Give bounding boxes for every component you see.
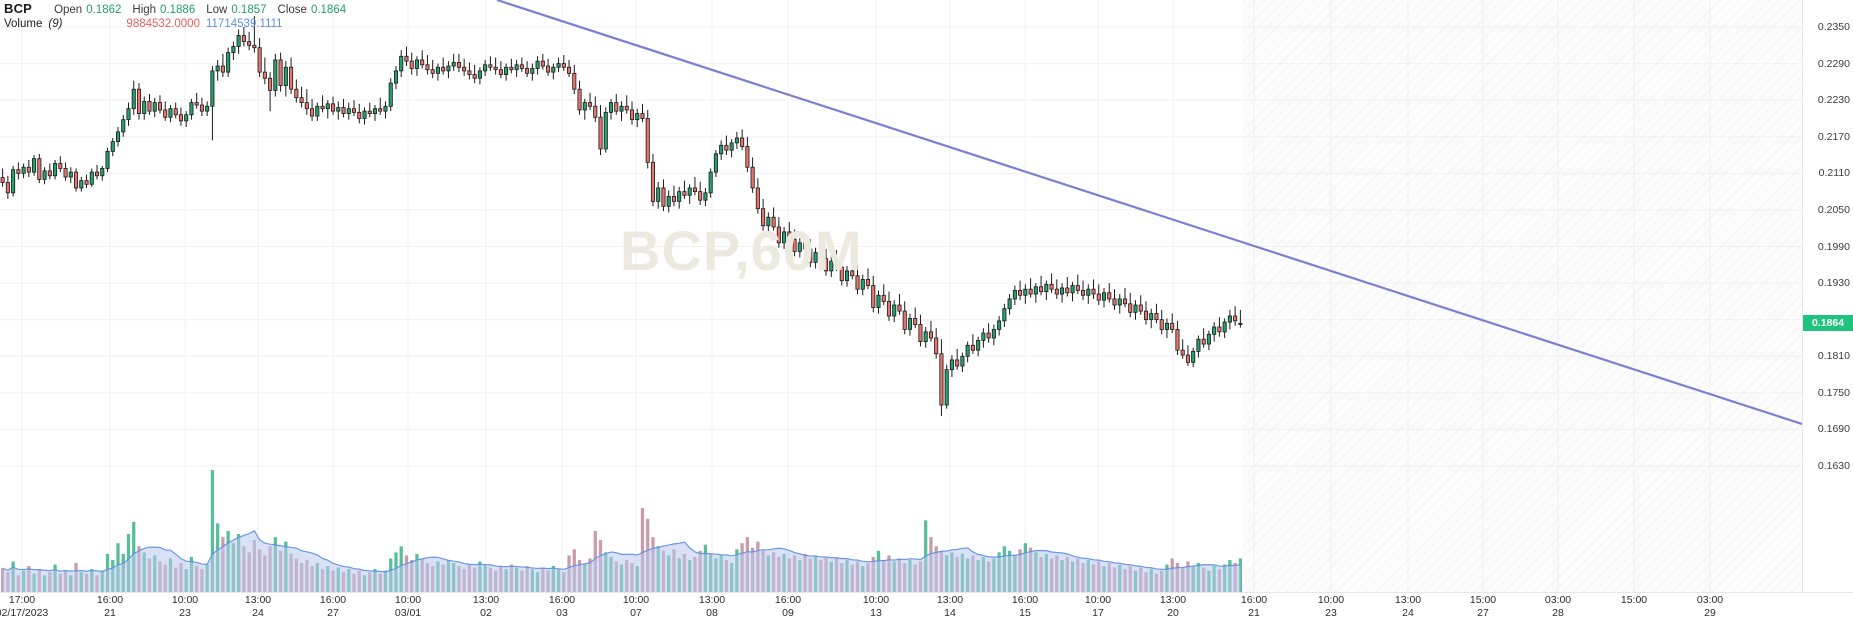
time-tick-label: 03:00 29	[1696, 594, 1724, 619]
time-tick-label: 16:00 03	[548, 594, 576, 619]
time-tick-label: 13:00 24	[244, 594, 272, 619]
price-tick-label: 0.1750	[1817, 386, 1850, 399]
trendline	[496, 0, 1802, 426]
time-tick-label: 16:00 15	[1011, 594, 1039, 619]
time-tick-label: 13:00 08	[698, 594, 726, 619]
price-axis[interactable]: 0.1864 0.2350 0.2290 0.2230 0.2170 0.2110 0.2…	[1802, 0, 1853, 592]
price-tick-label: 0.1930	[1817, 277, 1850, 290]
time-tick-label: 03:00 28	[1544, 594, 1572, 619]
price-tick-label: 0.2170	[1817, 130, 1850, 143]
price-tick-label: 0.2050	[1817, 203, 1850, 216]
time-tick-label: 13:00 24	[1394, 594, 1422, 619]
time-tick-label: 17:00 02/17/2023	[0, 594, 49, 619]
price-tick-label: 0.2110	[1818, 167, 1850, 180]
price-tick-label: 0.1810	[1817, 350, 1850, 363]
candlestick-series	[0, 16, 1243, 417]
plot-area[interactable]	[0, 0, 1802, 592]
time-tick-label: 10:00 07	[622, 594, 650, 619]
time-tick-label: 16:00 21	[96, 594, 124, 619]
time-tick-label: 10:00 03/01	[394, 594, 422, 619]
time-axis[interactable]: 17:00 02/17/2023 16:00 21 10:00 23 13:00 24 16:0…	[0, 592, 1853, 622]
price-tick-label: 0.2230	[1817, 94, 1850, 107]
time-tick-label: 15:00	[1620, 594, 1648, 606]
time-tick-label: 13:00 02	[472, 594, 500, 619]
price-tick-label: 0.1690	[1817, 423, 1850, 436]
price-tick-label: 0.1630	[1817, 460, 1850, 472]
price-tick-label: 0.1990	[1817, 240, 1850, 253]
time-tick-label: 15:00 27	[1469, 594, 1497, 619]
time-tick-label: 10:00 23	[171, 594, 199, 619]
time-tick-label: 10:00 23	[1317, 594, 1345, 619]
time-tick-label: 16:00 21	[1240, 594, 1268, 619]
time-tick-label: 16:00 27	[319, 594, 347, 619]
volume-panel	[0, 470, 1243, 592]
grid-lines	[0, 0, 1802, 592]
time-tick-label: 13:00 14	[936, 594, 964, 619]
last-price-badge: 0.1864	[1803, 315, 1853, 332]
trendline-overlay[interactable]	[0, 0, 1802, 592]
time-tick-label: 16:00 09	[774, 594, 802, 619]
time-tick-label: 10:00 17	[1084, 594, 1112, 619]
future-no-data-zone	[1243, 0, 1802, 592]
time-tick-label: 10:00 13	[862, 594, 890, 619]
price-tick-label: 0.2290	[1817, 57, 1850, 70]
price-tick-label: 0.2350	[1817, 21, 1850, 33]
time-tick-label: 13:00 20	[1159, 594, 1187, 619]
